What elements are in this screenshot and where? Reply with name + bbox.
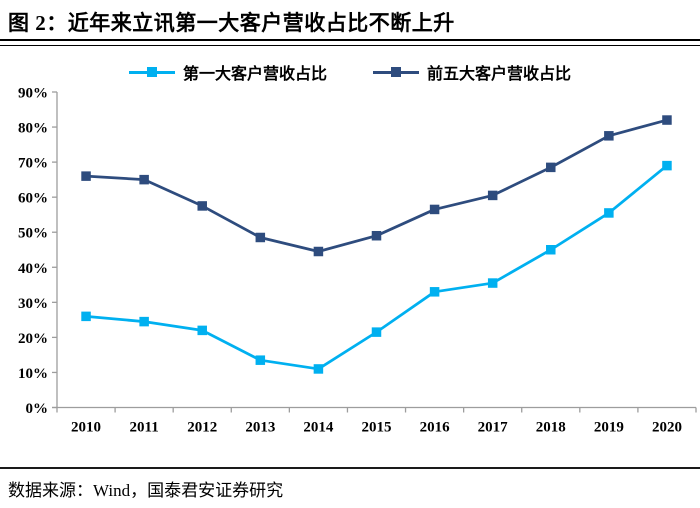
x-tick-label: 2012 bbox=[187, 420, 217, 436]
series-1-marker bbox=[81, 171, 91, 181]
y-tick-label: 70% bbox=[18, 156, 48, 172]
series-0-marker bbox=[139, 316, 149, 327]
series-1-marker bbox=[313, 246, 324, 257]
legend-label: 第一大客户营收占比 bbox=[182, 66, 327, 83]
legend-square-marker-icon bbox=[391, 67, 401, 77]
figure-title: 图 2：近年来立讯第一大客户营收占比不断上升 bbox=[8, 11, 455, 35]
series-0-marker bbox=[371, 327, 382, 337]
y-tick-label: 50% bbox=[18, 226, 48, 242]
legend-swatch-0 bbox=[128, 67, 175, 78]
legend-item-first-customer: 第一大客户营收占比 bbox=[128, 60, 327, 84]
x-tick-label: 2014 bbox=[303, 420, 334, 436]
x-tick-label: 2017 bbox=[478, 420, 509, 436]
series-1-marker bbox=[371, 230, 382, 241]
x-tick-label: 2018 bbox=[536, 420, 566, 436]
x-tick-label: 2010 bbox=[71, 420, 101, 436]
series-0-marker bbox=[662, 160, 672, 171]
y-tick-label: 20% bbox=[18, 331, 48, 347]
title-divider bbox=[0, 39, 700, 46]
series-0-line bbox=[85, 164, 668, 371]
legend-square-marker-icon bbox=[146, 67, 157, 77]
series-1-marker bbox=[139, 174, 149, 185]
series-0-marker bbox=[546, 245, 556, 255]
y-tick-label: 90% bbox=[18, 86, 48, 102]
y-tick-label: 40% bbox=[18, 261, 48, 277]
x-tick-label: 2011 bbox=[130, 420, 159, 436]
series-1-marker bbox=[487, 190, 498, 201]
series-1-marker bbox=[604, 131, 614, 141]
legend-swatch-1 bbox=[373, 67, 419, 78]
legend-label: 前五大客户营收占比 bbox=[427, 66, 572, 83]
series-1-marker bbox=[255, 232, 266, 243]
y-tick-label: 60% bbox=[18, 191, 48, 207]
y-tick-label: 0% bbox=[26, 401, 49, 417]
series-0-marker bbox=[487, 278, 498, 288]
x-tick-label: 2013 bbox=[245, 420, 275, 436]
legend-item-top5-customers: 前五大客户营收占比 bbox=[373, 60, 571, 84]
series-1-marker bbox=[197, 201, 207, 211]
series-1-marker bbox=[662, 115, 672, 125]
series-1-marker bbox=[429, 204, 440, 215]
series-0-marker bbox=[313, 364, 324, 374]
data-source: 数据来源：Wind，国泰君安证券研究 bbox=[8, 481, 284, 500]
series-0-marker bbox=[197, 325, 207, 336]
footer-divider bbox=[0, 467, 700, 469]
y-tick-label: 80% bbox=[18, 121, 48, 137]
x-tick-label: 2016 bbox=[420, 420, 451, 436]
y-tick-label: 30% bbox=[18, 296, 48, 312]
series-0-marker bbox=[429, 287, 440, 297]
series-0-marker bbox=[81, 311, 91, 322]
x-tick-label: 2015 bbox=[362, 420, 392, 436]
chart-legend: 第一大客户营收占比 前五大客户营收占比 bbox=[0, 60, 700, 84]
series-0-marker bbox=[255, 355, 266, 365]
series-0-marker bbox=[604, 208, 614, 218]
series-1-marker bbox=[546, 162, 556, 173]
x-tick-label: 2020 bbox=[652, 420, 682, 436]
y-tick-label: 10% bbox=[18, 366, 48, 382]
x-tick-label: 2019 bbox=[594, 420, 624, 436]
